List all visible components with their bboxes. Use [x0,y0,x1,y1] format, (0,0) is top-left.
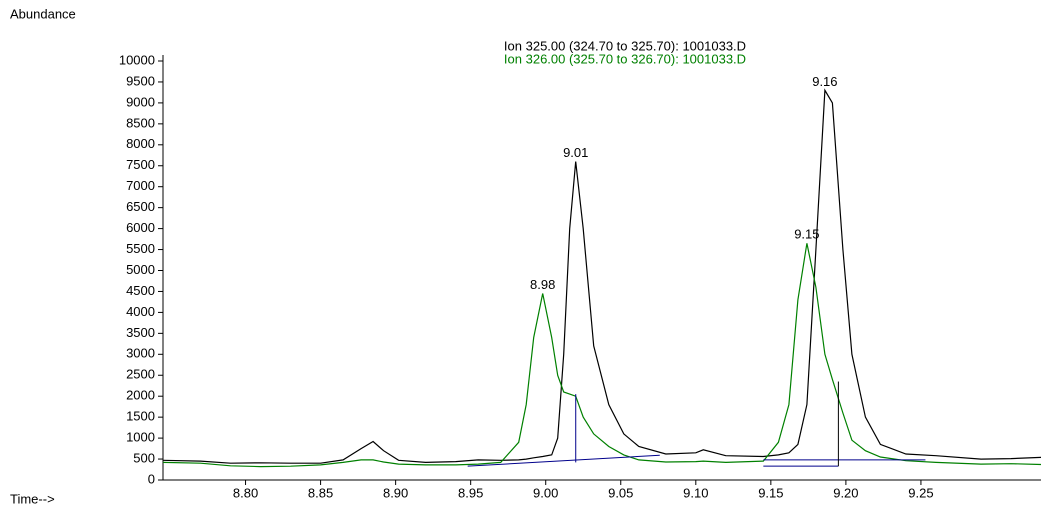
y-tick-label: 7000 [126,178,155,193]
y-tick-label: 2500 [126,367,155,382]
integration-line [467,454,660,467]
y-tick-label: 4000 [126,304,155,319]
x-tick-label: 8.85 [308,485,333,500]
y-tick-label: 7500 [126,157,155,172]
series-line [162,243,1041,468]
y-tick-label: 8500 [126,115,155,130]
y-tick-label: 9000 [126,94,155,109]
y-tick-label: 5000 [126,262,155,277]
legend-entry: Ion 326.00 (325.70 to 326.70): 1001033.D [504,51,746,66]
y-tick-label: 5500 [126,241,155,256]
peak-label: 9.15 [794,227,819,242]
y-tick-label: 8000 [126,136,155,151]
x-tick-label: 9.10 [683,485,708,500]
y-tick-label: 1500 [126,409,155,424]
legend-entry: Ion 325.00 (324.70 to 325.70): 1001033.D [504,38,746,53]
y-tick-label: 9500 [126,73,155,88]
x-tick-label: 9.05 [608,485,633,500]
x-tick-label: 9.00 [533,485,558,500]
y-tick-label: 4500 [126,283,155,298]
y-tick-label: 6000 [126,220,155,235]
y-tick-label: 10000 [119,52,155,67]
x-axis-label: Time--> [10,491,55,506]
x-tick-label: 9.20 [833,485,858,500]
x-tick-label: 8.80 [233,485,258,500]
x-tick-label: 9.15 [758,485,783,500]
y-tick-label: 0 [148,471,155,486]
y-tick-label: 3000 [126,346,155,361]
peak-label: 8.98 [530,277,555,292]
series-line [162,88,1041,464]
y-axis-label: Abundance [10,6,76,21]
y-tick-label: 1000 [126,430,155,445]
x-tick-label: 8.90 [383,485,408,500]
y-tick-label: 6500 [126,199,155,214]
x-tick-label: 8.95 [458,485,483,500]
peak-label: 9.01 [563,145,588,160]
peak-label: 9.16 [812,74,837,89]
y-tick-label: 3500 [126,325,155,340]
y-tick-label: 2000 [126,388,155,403]
y-tick-label: 500 [133,450,155,465]
x-tick-label: 9.25 [908,485,933,500]
